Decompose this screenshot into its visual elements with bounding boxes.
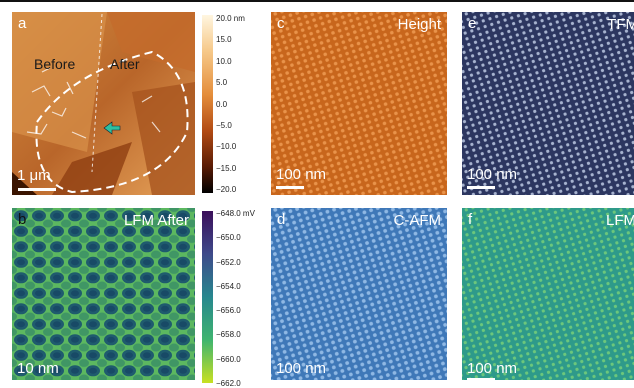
panel-e-label: e [468,15,477,32]
panel-e-scalebar [467,186,495,189]
panel-a-colorbar-tick: 10.0 [216,56,232,66]
panel-f-image [462,208,634,380]
panel-c-title: Height [397,16,441,33]
panel-b-colorbar-tick: −652.0 [216,257,241,267]
panel-a-colorbar-tick: 5.0 [216,78,228,88]
panel-a-topography: a Before After 1 μm [12,12,195,195]
panel-e-scale-label: 100 nm [467,166,518,183]
panel-c-label: c [277,15,285,32]
panel-e-tfm: e TFM 100 nm [462,12,634,195]
panel-c-scale-label: 100 nm [276,166,327,183]
panel-d-title: C-AFM [393,212,442,229]
panel-b-colorbar-tick: −648.0 mV [216,209,255,218]
panel-e-image [462,12,634,195]
panel-c-scalebar [276,186,304,189]
panel-b-scale-label: 10 nm [17,360,59,377]
panel-a-colorbar-tick: −5.0 [216,120,232,130]
panel-f-scalebar [467,378,495,380]
panel-f-lfm: f LFM 100 nm [462,208,634,380]
panel-a-scale-label: 1 μm [17,167,51,184]
panel-b-colorbar-tick: −654.0 [216,281,241,291]
panel-b-colorbar-tick: −660.0 [216,354,241,364]
panel-d-image [271,208,447,380]
panel-a-colorbar-tick: −10.0 [216,142,237,152]
panel-b-colorbar-tick: −658.0 [216,330,241,340]
panel-d-label: d [277,211,286,228]
panel-b-image [12,208,195,380]
panel-a-scalebar [18,188,56,191]
panel-e-title: TFM [607,16,634,33]
before-label: Before [34,56,76,72]
panel-f-label: f [468,211,473,228]
panel-a-colorbar-tick: −20.0 [216,185,237,194]
panel-b-colorbar [202,211,213,383]
panel-d-cafm: d C-AFM 100 nm [271,208,447,380]
panel-d-scale-label: 100 nm [276,360,327,377]
panel-a-colorbar-tick: 15.0 [216,35,232,45]
panel-f-title: LFM [606,212,634,229]
panel-a-colorbar-tick: −15.0 [216,163,237,173]
panel-b-title: LFM After [123,212,189,229]
panel-b-lfm-after: b LFM After 10 nm [12,208,195,380]
panel-f-scale-label: 100 nm [467,360,518,377]
panel-a-label: a [18,15,27,32]
panel-a-image [12,12,195,195]
panel-a-colorbar-tick: 20.0 nm [216,14,245,23]
panel-c-height: c Height 100 nm [271,12,447,195]
panel-b-colorbar-tick: −662.0 [216,379,241,388]
panel-a-colorbar-tick: 0.0 [216,99,228,109]
panel-c-image [271,12,447,195]
panel-a-colorbar [202,15,213,193]
after-label: After [110,56,140,72]
panel-b-label: b [18,211,27,228]
top-rule [0,0,634,2]
panel-b-colorbar-tick: −650.0 [216,233,241,243]
panel-b-colorbar-tick: −656.0 [216,306,241,316]
